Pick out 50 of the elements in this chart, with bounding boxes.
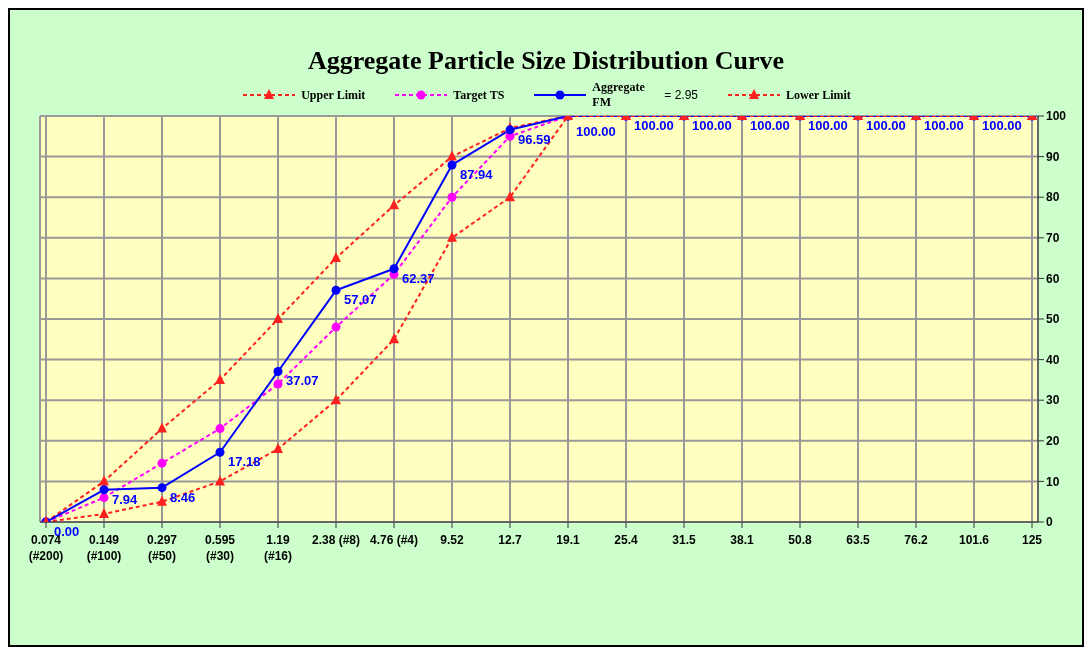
x-tick-label: 101.6 (958, 533, 990, 547)
chart-title: Aggregate Particle Size Distribution Curve (306, 45, 786, 76)
legend-label: Upper Limit (301, 87, 366, 103)
x-tick-label: 63.5 (846, 533, 870, 547)
y-tick-label: 90 (1046, 149, 1060, 164)
y-tick-label: 20 (1046, 434, 1060, 449)
x-tick-label: 76.2 (904, 533, 928, 547)
data-label: 100.00 (634, 118, 674, 133)
text: = 2.95 (664, 88, 699, 102)
x-tick-label: 0.297 (#50) (146, 533, 178, 563)
data-label: 100.00 (924, 118, 964, 133)
data-label: 17.18 (228, 454, 261, 470)
x-tick-label: 4.76 (#4) (369, 533, 419, 547)
y-tick-label: 50 (1046, 312, 1060, 327)
y-tick-label: 80 (1046, 190, 1060, 205)
y-tick-label: 100 (1046, 109, 1067, 124)
x-tick-label: 12.7 (498, 533, 522, 547)
data-label: 100.00 (750, 118, 790, 133)
data-label: 100.00 (808, 118, 848, 133)
y-tick-label: 40 (1046, 352, 1060, 367)
data-label: 7.94 (112, 491, 139, 507)
x-tick-label: 19.1 (556, 533, 580, 547)
data-label: 100.00 (692, 118, 732, 133)
data-label: 96.59 (518, 131, 551, 147)
data-label: 62.37 (402, 270, 435, 286)
x-tick-label: 125 (1021, 533, 1043, 547)
x-tick-label: 9.52 (440, 533, 464, 547)
legend-label: Lower Limit (786, 87, 851, 103)
x-tick-label: 1.19 (#16) (263, 533, 293, 563)
x-tick-label: 31.5 (672, 533, 696, 547)
y-tick-label: 30 (1046, 393, 1060, 408)
y-tick-label: 60 (1046, 271, 1060, 286)
y-tick-label: 70 (1046, 231, 1060, 246)
data-label: 57.07 (344, 292, 377, 308)
x-tick-label: 0.149 (#100) (86, 533, 122, 563)
data-label: 37.07 (286, 373, 319, 389)
data-label: 100.00 (866, 118, 906, 133)
data-label: 100.00 (576, 124, 616, 139)
x-tick-label: 0.595 (#30) (204, 533, 236, 563)
y-tick-label: 10 (1046, 474, 1060, 489)
data-label: 100.00 (982, 118, 1022, 133)
y-tick-label: 0 (1046, 515, 1053, 530)
x-tick-label: 50.8 (788, 533, 812, 547)
data-label: 87.94 (460, 166, 494, 182)
x-tick-label: 2.38 (#8) (311, 533, 361, 547)
x-tick-label: 25.4 (614, 533, 638, 547)
legend-label: Aggregate FM (592, 80, 646, 110)
legend-label: Target TS (453, 87, 505, 103)
data-label: 8.46 (170, 489, 196, 505)
x-tick-label: 38.1 (730, 533, 754, 547)
